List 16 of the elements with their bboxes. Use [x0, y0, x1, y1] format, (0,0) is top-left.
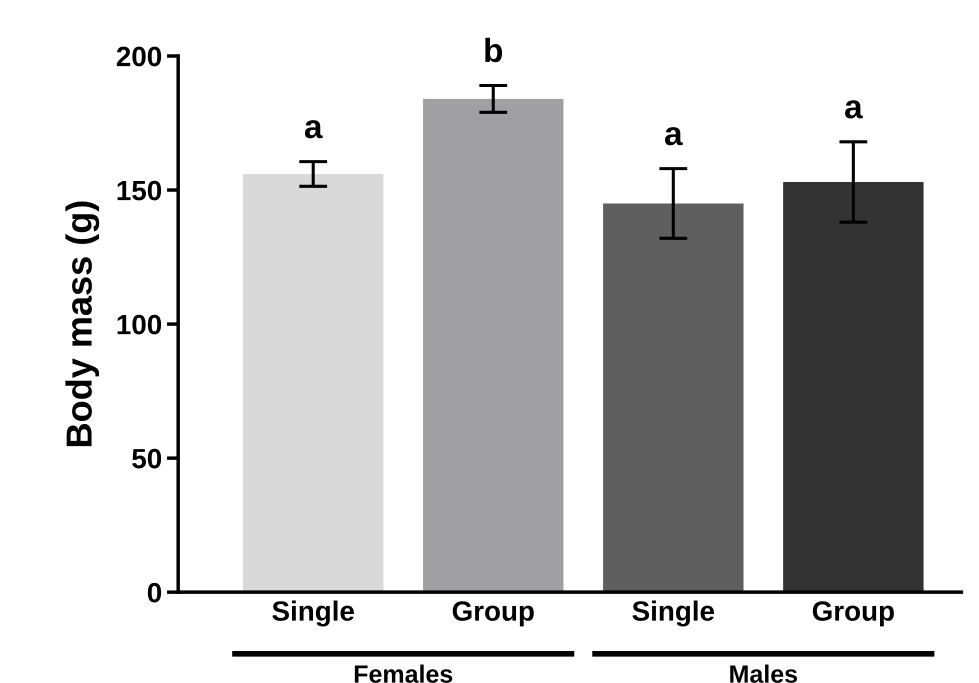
- y-tick-label: 200: [116, 46, 162, 66]
- x-tick-label: Single: [632, 600, 714, 627]
- data-label: a: [845, 100, 863, 119]
- x-tick-label: Single: [272, 600, 354, 627]
- data-label: a: [304, 120, 323, 138]
- y-tick-label: 0: [148, 582, 162, 602]
- y-axis-title: Body mass (g): [65, 201, 100, 446]
- y-tick-label: 150: [118, 180, 162, 200]
- y-tick-label: 100: [118, 314, 162, 334]
- data-label: b: [485, 38, 502, 62]
- x-tick-label: Group: [812, 601, 894, 626]
- text: Females: [354, 664, 452, 683]
- data-label: a: [665, 127, 683, 146]
- x-tick-label: Group: [452, 601, 534, 626]
- text: Males: [730, 664, 798, 683]
- y-tick-label: 50: [132, 448, 162, 468]
